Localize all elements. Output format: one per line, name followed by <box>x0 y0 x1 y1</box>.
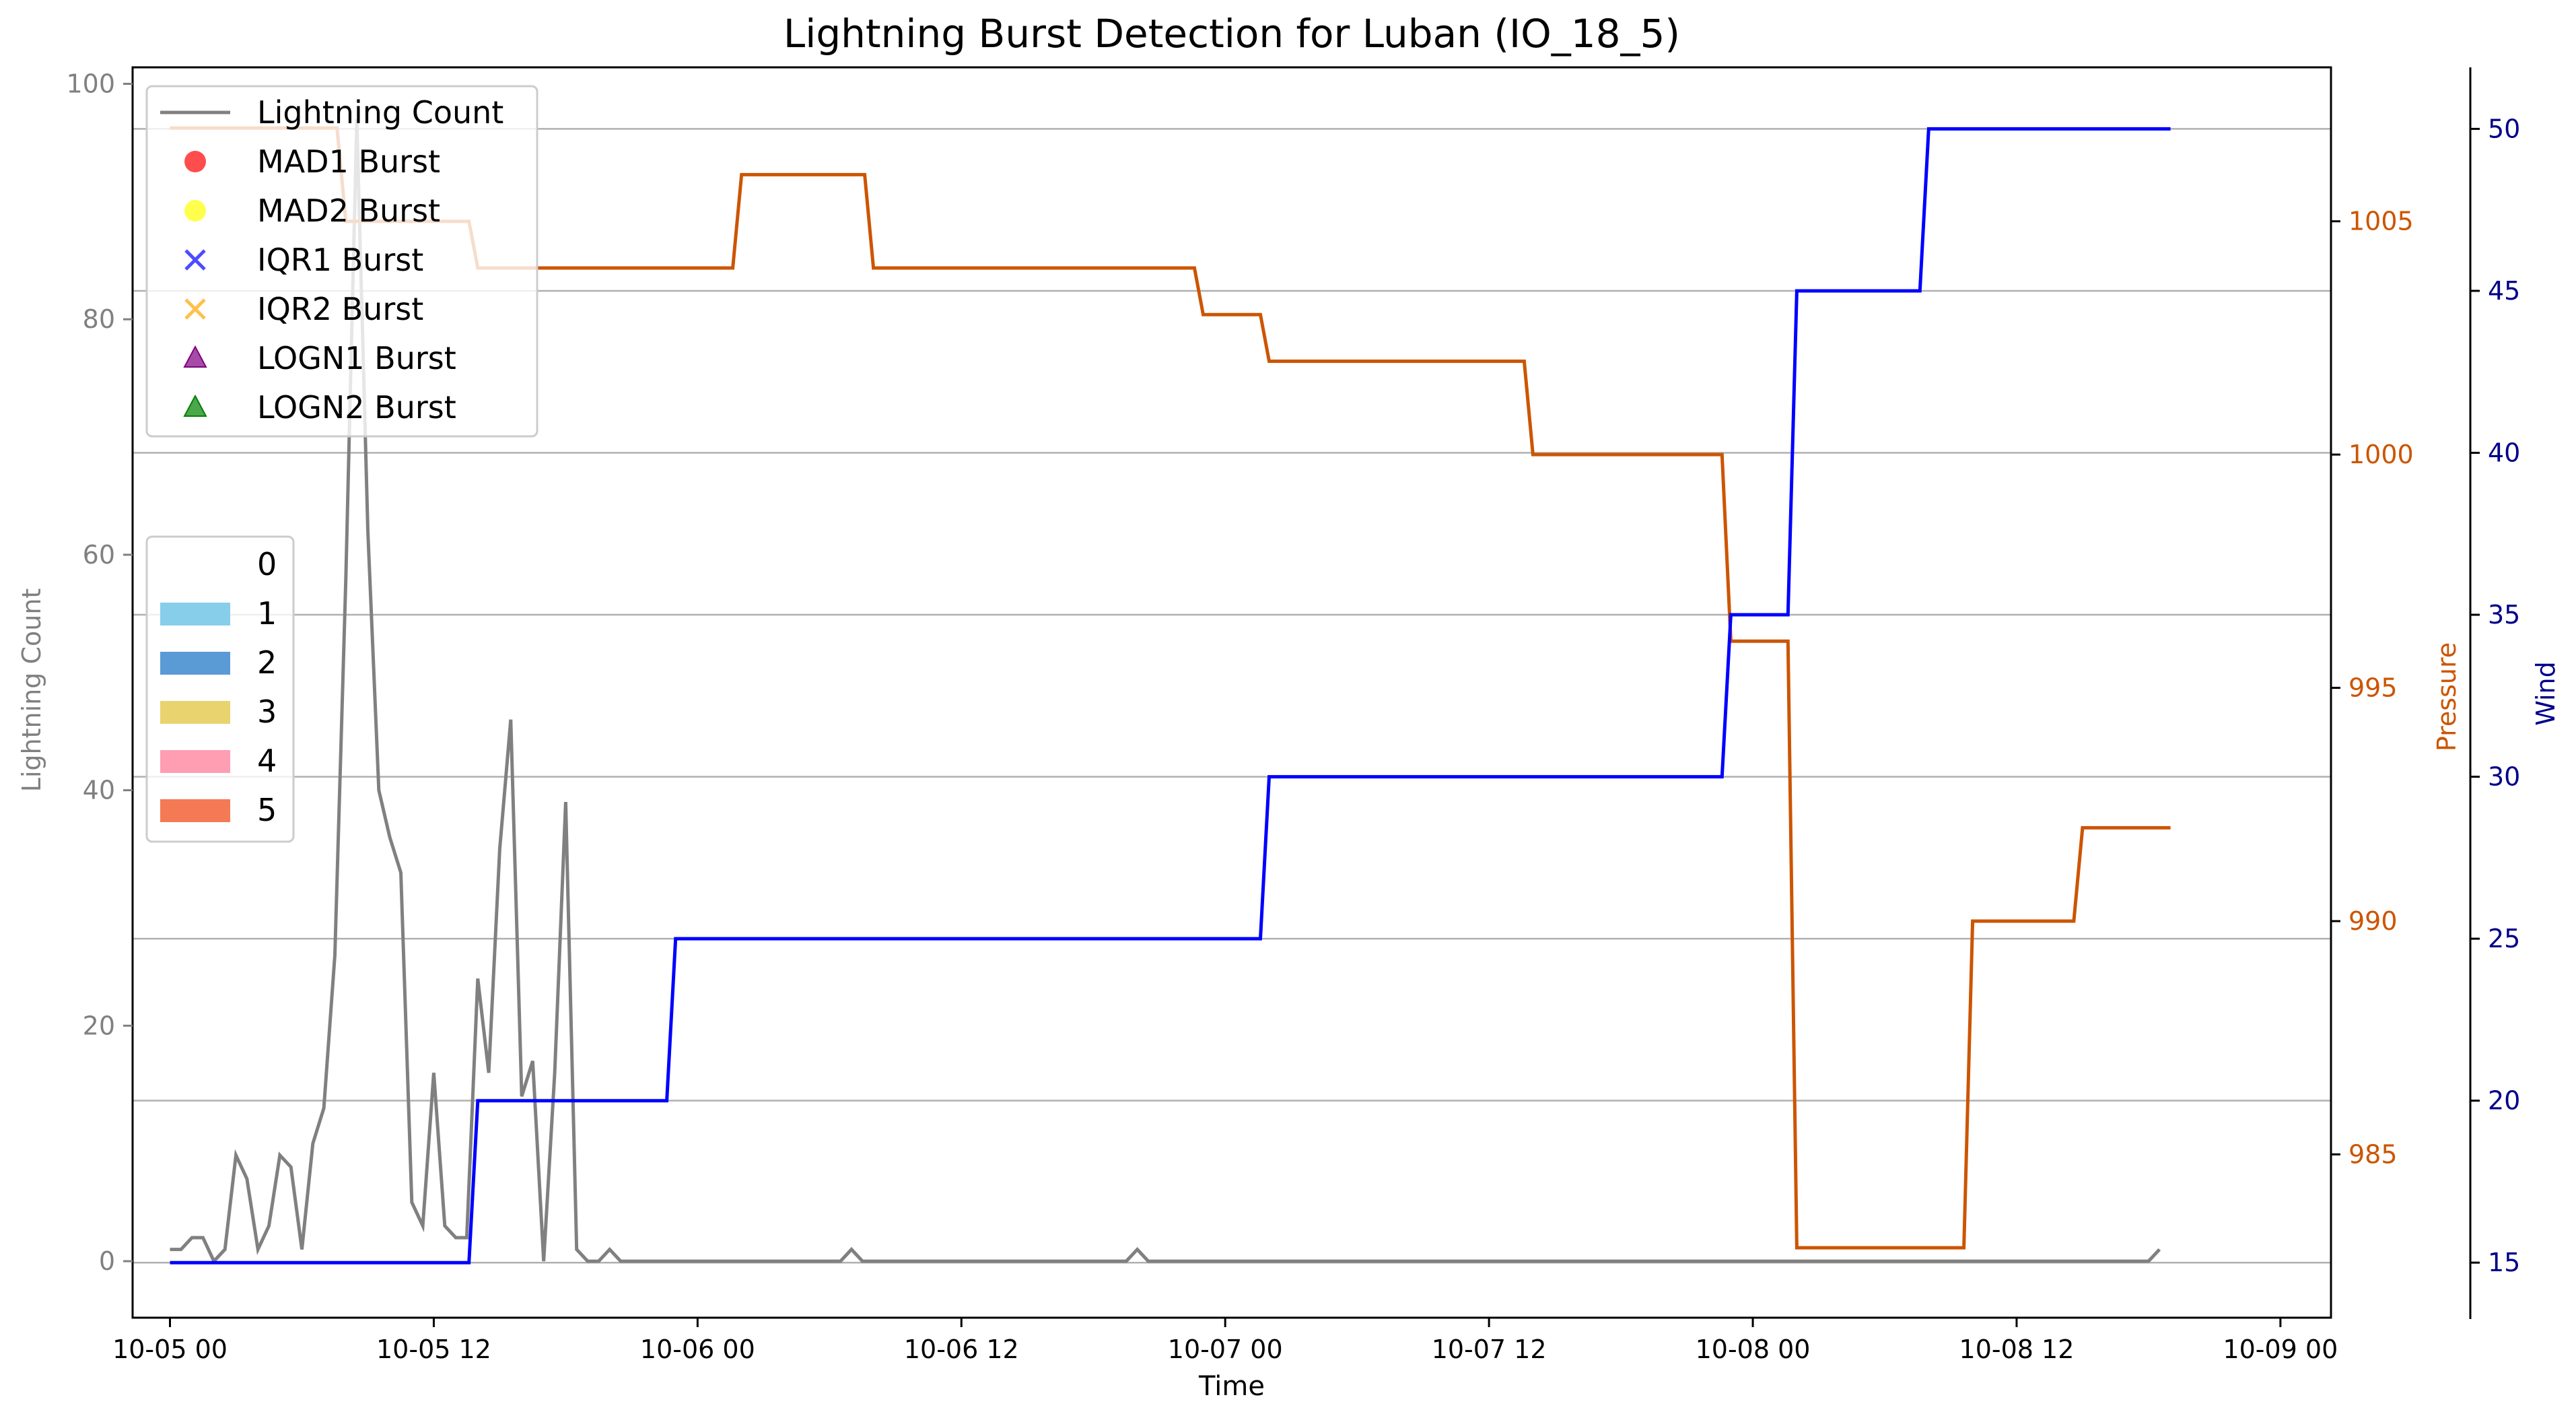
x-tick-label: 10-08 00 <box>1696 1335 1811 1364</box>
y-tick-label-left: 0 <box>99 1246 115 1276</box>
y-tick-label-pressure: 990 <box>2348 906 2398 936</box>
legend-burst-label: Lightning Count <box>257 94 503 131</box>
legend-category-entry: 4 <box>160 743 277 779</box>
legend-burst-box <box>145 85 538 438</box>
legend-burst-entry: MAD2 Burst <box>184 193 440 229</box>
legend-circle-marker <box>184 200 206 222</box>
legend-burst-entry: IQR2 Burst <box>184 291 423 327</box>
legend-burst-label: MAD2 Burst <box>257 193 440 229</box>
x-tick-label: 10-05 00 <box>112 1335 228 1364</box>
legend-category-swatch <box>160 652 230 675</box>
legend-x-marker <box>184 249 206 271</box>
legend-burst-label: MAD1 Burst <box>257 143 440 180</box>
y-tick-label-left: 20 <box>83 1011 115 1040</box>
x-tick-label: 10-05 12 <box>376 1335 491 1364</box>
y-axis-label-left: Lightning Count <box>17 588 46 793</box>
y-axis-label-wind: Wind <box>2531 661 2561 726</box>
legend-category-entry: 1 <box>160 595 277 632</box>
y-tick-label-left: 40 <box>83 776 115 805</box>
legend-category-entry: 2 <box>160 644 277 681</box>
y-tick-label-left: 80 <box>83 304 115 334</box>
legend-triangle-marker <box>183 345 207 368</box>
y-tick-label-wind: 50 <box>2488 114 2520 143</box>
legend-category-label: 5 <box>257 792 277 828</box>
legend-category-entry: 5 <box>160 792 277 828</box>
x-tick-label: 10-06 00 <box>640 1335 755 1364</box>
y-tick-label-pressure: 1005 <box>2348 207 2414 236</box>
legend-burst-entry: IQR1 Burst <box>184 242 423 278</box>
legend-burst-entry: Lightning Count <box>160 94 503 131</box>
legend-category-label: 3 <box>257 694 277 730</box>
legend-category-entry: 3 <box>160 694 277 730</box>
x-tick-label: 10-09 00 <box>2223 1335 2338 1364</box>
y-tick-label-left: 60 <box>83 540 115 570</box>
y-axis-label-pressure: Pressure <box>2432 642 2462 751</box>
legend-category-entry: 0 <box>160 546 277 582</box>
axes-layer: 10-05 00 10-05 12 10-06 00 10-06 12 10-07 00… <box>66 66 2520 1364</box>
y-tick-label-left: 100 <box>66 69 115 98</box>
legend-category-swatch <box>160 603 230 626</box>
y-tick-label-wind: 40 <box>2488 438 2520 467</box>
y-tick-label-wind: 25 <box>2488 924 2520 953</box>
legend-triangle-marker <box>183 394 207 417</box>
x-axis-label: Time <box>1198 1371 1265 1402</box>
legend-burst-entry: LOGN2 Burst <box>183 389 456 426</box>
plot-frame <box>131 66 2332 1319</box>
legend-category-swatch <box>160 553 230 576</box>
legend-category-label: 2 <box>257 644 277 681</box>
legend-circle-marker <box>184 151 206 172</box>
x-tick-label: 10-07 00 <box>1168 1335 1283 1364</box>
legend-category-swatch <box>160 799 230 822</box>
x-tick-label: 10-07 12 <box>1432 1335 1547 1364</box>
legend-category-label: 4 <box>257 743 277 779</box>
legend-category-label: 0 <box>257 546 277 582</box>
legend-category-swatch <box>160 701 230 724</box>
y-tick-label-wind: 30 <box>2488 762 2520 792</box>
legend-burst-label: LOGN1 Burst <box>257 340 456 376</box>
y-tick-label-wind: 20 <box>2488 1086 2520 1116</box>
legend-layer: Lightning Count MAD1 Burst MAD2 Burst IQR1 … <box>145 85 538 843</box>
y-tick-label-pressure: 1000 <box>2348 440 2414 469</box>
legend-x-marker <box>184 298 206 320</box>
y-tick-label-wind: 15 <box>2488 1248 2520 1277</box>
chart-title: Lightning Burst Detection for Luban (IO_… <box>784 11 1680 57</box>
x-tick-label: 10-08 12 <box>1959 1335 2075 1364</box>
legend-burst-label: LOGN2 Burst <box>257 389 456 426</box>
x-tick-label: 10-06 12 <box>904 1335 1019 1364</box>
legend-burst-entry: MAD1 Burst <box>184 143 440 180</box>
legend-burst-label: IQR1 Burst <box>257 242 423 278</box>
y-tick-label-pressure: 995 <box>2348 673 2398 703</box>
legend-burst-label: IQR2 Burst <box>257 291 423 327</box>
legend-category-swatch <box>160 750 230 773</box>
series-line-lightning-count <box>170 119 2161 1265</box>
legend-burst-entry: LOGN1 Burst <box>183 340 456 376</box>
y-tick-label-wind: 35 <box>2488 600 2520 630</box>
series-line-wind <box>170 127 2171 1265</box>
legend-category-label: 1 <box>257 595 277 632</box>
y-tick-label-wind: 45 <box>2488 276 2520 306</box>
y-tick-label-pressure: 985 <box>2348 1139 2398 1169</box>
